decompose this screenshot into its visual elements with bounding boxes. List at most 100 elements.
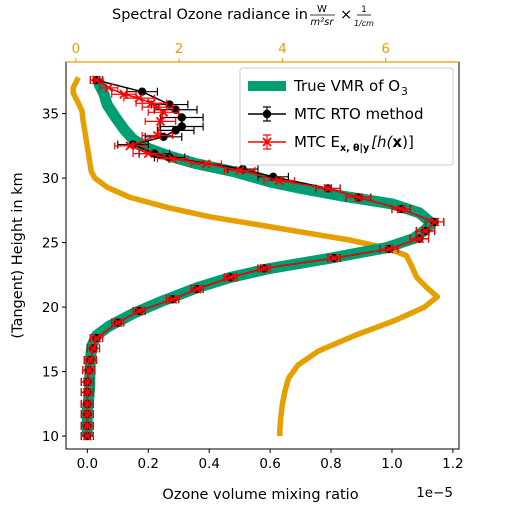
mtc-marker [143, 148, 153, 159]
y-axis-title: (Tangent) Height in km [10, 172, 26, 338]
mtc-point [80, 409, 95, 419]
x-tick-label: 0.2 [138, 456, 159, 472]
mtc-point [135, 98, 168, 108]
mtc-point [83, 355, 98, 365]
mtc-marker [259, 263, 269, 274]
mtc-point [144, 116, 177, 126]
mtc-marker [82, 377, 92, 387]
axis-labels: Ozone volume mixing ratio 1e−5 (Tangent) H… [10, 4, 453, 503]
mtc-marker [201, 159, 211, 169]
mtc-marker [119, 89, 129, 99]
mtc-point [132, 148, 165, 159]
legend-mtc-close: )] [402, 133, 414, 151]
mtc-marker [396, 204, 406, 214]
mtc-marker [420, 226, 431, 236]
mtc-point [415, 226, 436, 236]
legend-rto-label: MTC RTO method [294, 105, 423, 123]
mtc-point [80, 377, 95, 387]
mtc-marker [82, 431, 92, 441]
mtc-marker [353, 192, 364, 203]
legend-mtc-expr: [h( [371, 133, 393, 151]
mtc-point [263, 176, 296, 186]
mtc-marker [85, 355, 96, 365]
mtc-point [80, 399, 95, 409]
mtc-point [82, 365, 96, 375]
mtc-marker [113, 317, 123, 328]
mtc-point [190, 159, 222, 169]
mtc-marker [91, 75, 102, 85]
mtc-marker [104, 83, 114, 93]
top-tick-label: 2 [175, 41, 184, 57]
top-tick-label: 4 [278, 41, 287, 57]
x-tick-label: 0.0 [77, 456, 98, 472]
mtc-point [223, 165, 256, 175]
mtc-marker [155, 116, 166, 126]
mtc-point [190, 284, 204, 294]
mtc-marker [125, 141, 135, 151]
y-tick-label: 15 [42, 365, 59, 381]
mtc-point [379, 244, 399, 254]
mtc-point [80, 421, 95, 431]
mtc-marker [82, 421, 92, 431]
top-axis-frac1-den: m²sr [310, 17, 334, 28]
mtc-marker [167, 154, 178, 164]
mtc-marker [82, 409, 92, 419]
mtc-point [409, 234, 430, 244]
mtc-marker [225, 272, 236, 283]
mtc-point [257, 263, 271, 274]
mtc-point [132, 306, 146, 316]
legend-mtc-symbol [262, 137, 272, 147]
x-tick-label: 0.8 [320, 456, 341, 472]
mtc-marker [152, 130, 163, 141]
legend-item-rto: MTC RTO method [248, 105, 423, 123]
axes: 0.0 0.2 0.4 0.6 0.8 1.0 1.2 10 15 20 25 30 35 0 2 4 6 [42, 41, 464, 472]
top-axis-times: × [340, 7, 352, 23]
mtc-point [424, 217, 445, 227]
y-tick-label: 20 [42, 300, 59, 316]
legend-box [239, 67, 454, 166]
mtc-marker [329, 253, 339, 263]
x-offset-label: 1e−5 [416, 485, 453, 501]
mtc-marker [384, 244, 394, 254]
y-tick-label: 35 [42, 107, 59, 123]
y-tick-label: 30 [42, 171, 59, 187]
x-tick-label: 1.0 [381, 456, 402, 472]
mtc-point [391, 204, 411, 214]
mtc-marker [152, 102, 163, 112]
x-tick-label: 1.2 [442, 456, 463, 472]
mtc-marker [84, 365, 94, 375]
x-tick-label: 0.4 [198, 456, 219, 472]
mtc-point [89, 333, 104, 343]
mtc-point [89, 75, 104, 85]
top-axis-frac1-num: W [317, 4, 327, 15]
mtc-point [98, 83, 119, 93]
mtc-point [315, 183, 341, 194]
mtc-marker [134, 306, 144, 316]
mtc-marker [82, 399, 92, 409]
plot-area [70, 75, 445, 441]
mtc-point [80, 431, 95, 441]
legend-true-vmr-sub: 3 [401, 86, 408, 98]
x-axis-title: Ozone volume mixing ratio [162, 487, 358, 503]
mtc-point [327, 253, 341, 263]
mtc-point [111, 317, 125, 328]
top-axis-title-prefix: Spectral Ozone radiance in [112, 7, 308, 23]
mtc-point [114, 141, 146, 151]
top-tick-label: 0 [72, 41, 81, 57]
mtc-series [80, 75, 445, 441]
x-tick-label: 0.6 [259, 456, 280, 472]
mtc-point [141, 130, 174, 141]
legend-mtc-var: x [392, 133, 402, 151]
radiance-line [70, 76, 441, 437]
mtc-marker [235, 165, 245, 175]
top-axis-frac2-den: 1/cm [354, 19, 374, 28]
mtc-marker [414, 234, 425, 244]
legend-mtc-sub: x, θ|y [340, 143, 370, 154]
mtc-point [223, 272, 238, 283]
y-tick-label: 10 [42, 429, 59, 445]
mtc-marker [91, 333, 102, 343]
